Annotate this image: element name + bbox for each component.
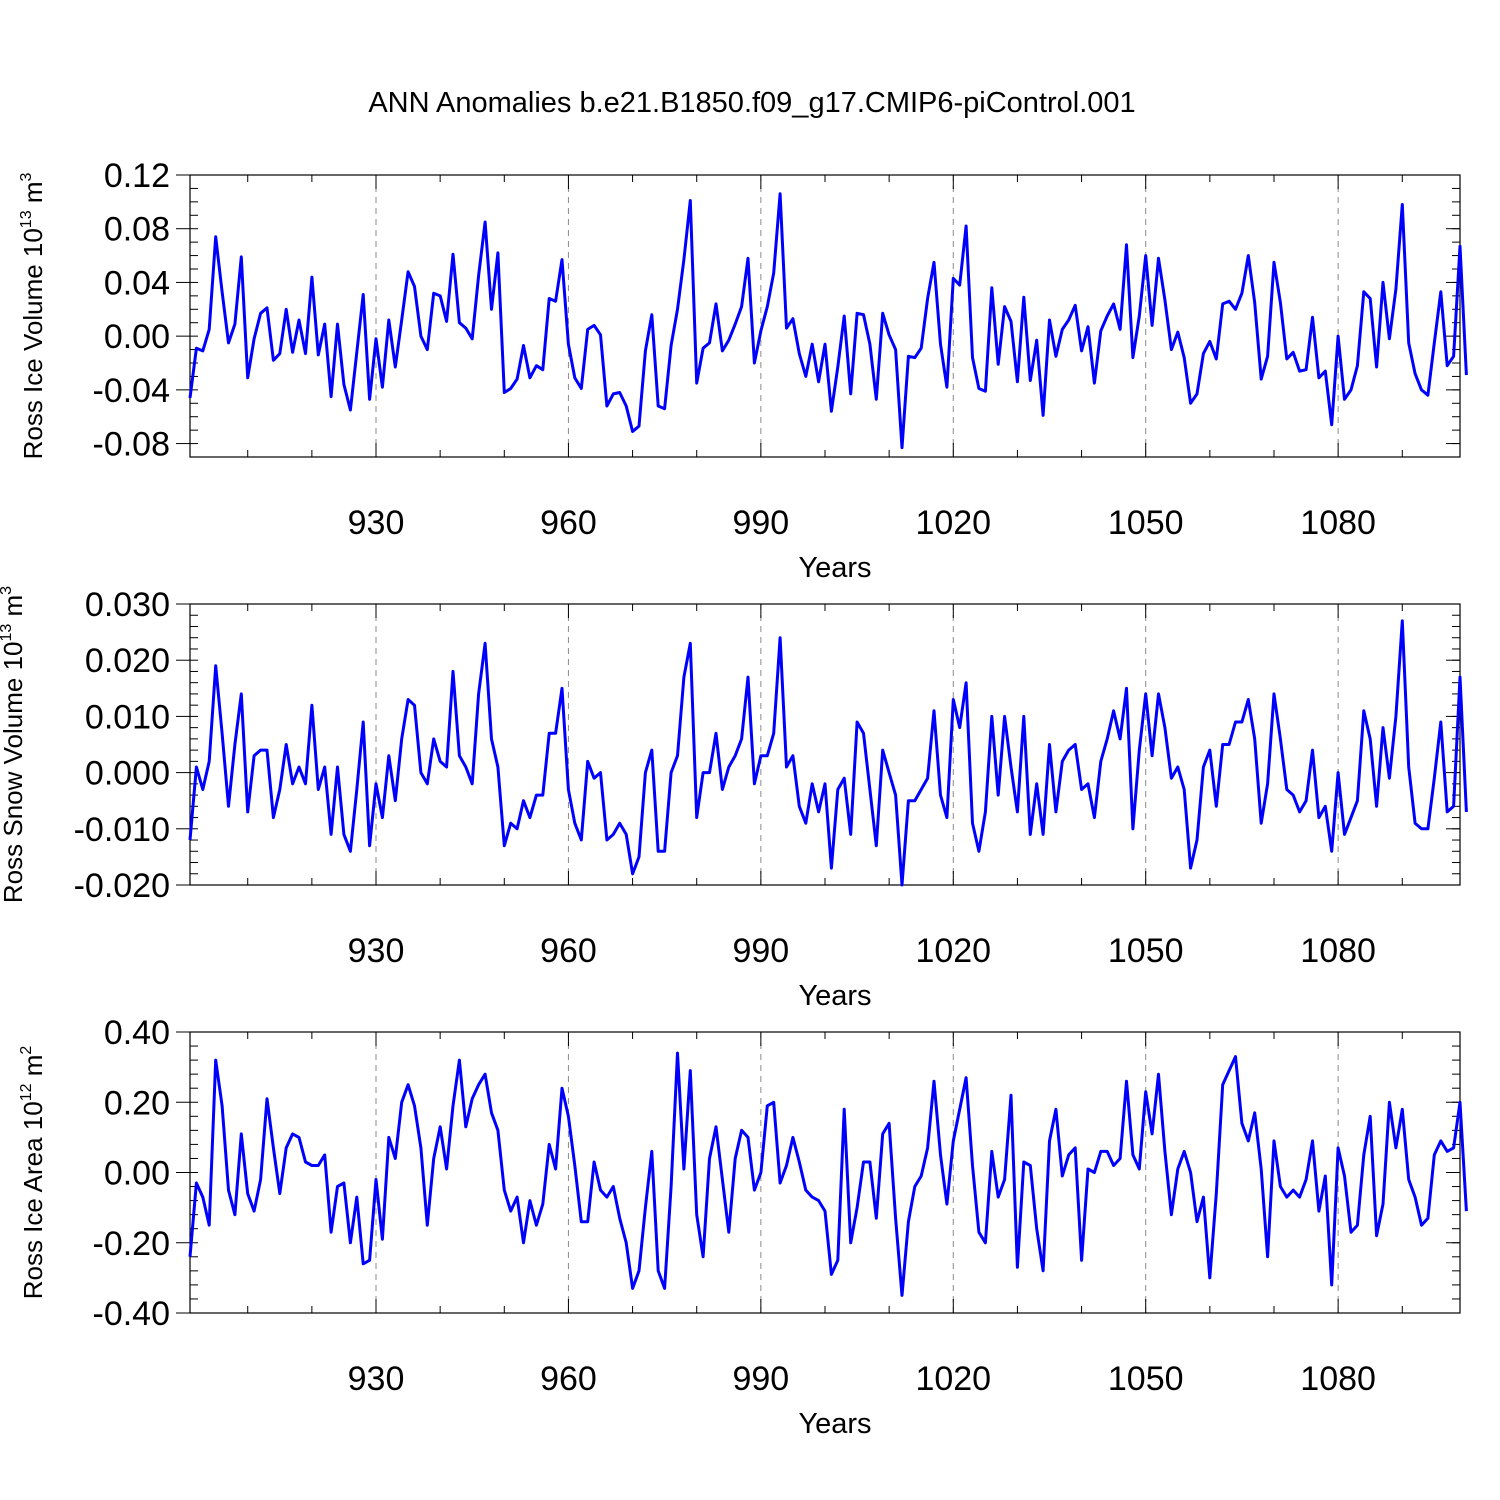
x-tick-label: 1050 [1108,932,1184,970]
y-axis-title: Ross Ice Volume 1013 m3 [18,172,48,459]
y-tick-label: 0.04 [104,264,170,302]
y-tick-label: -0.010 [74,811,170,849]
series-line-ice_area [188,1051,1468,1297]
y-axis-title-superscript: 12 [18,1083,35,1101]
panel-snow_volume: -0.020 -0.010 0.000 0.010 0.020 0.030 930 960 99… [0,586,1468,1012]
y-tick-label: -0.20 [93,1225,171,1263]
x-tick-label: 960 [540,932,597,970]
y-axis-title-part: Ross Ice Volume 10 [18,228,48,459]
y-tick-label: 0.020 [85,642,170,680]
plot-frame [189,1031,1461,1314]
y-tick-label: -0.020 [74,867,170,905]
x-tick-label: 960 [540,1360,597,1398]
x-tick-label: 1080 [1300,1360,1376,1398]
x-tick-label: 1020 [915,932,991,970]
x-axis-title: Years [798,1408,871,1440]
x-tick-label: 1020 [915,504,991,542]
panel-ice_area: -0.40 -0.20 0.00 0.20 0.40 930 960 990 1020 1050 1… [18,1014,1468,1440]
x-axis-title: Years [798,552,871,584]
y-axis-title-part: Ross Snow Volume 10 [0,642,28,904]
x-tick-label: 990 [732,932,789,970]
x-tick-label: 930 [348,1360,405,1398]
y-axis-title-part: m [18,1055,48,1084]
y-tick-label: 0.20 [104,1084,170,1122]
y-axis-title-superscript: 13 [18,210,35,228]
x-tick-label: 1020 [915,1360,991,1398]
y-tick-label: -0.40 [93,1295,171,1333]
panel-ice_volume: -0.08 -0.04 0.00 0.04 0.08 0.12 930 960 990 1020 1… [18,157,1468,584]
x-tick-label: 1050 [1108,1360,1184,1398]
y-axis-title-part: Ross Ice Area 10 [18,1101,48,1299]
figure-title: ANN Anomalies b.e21.B1850.f09_g17.CMIP6-… [368,87,1135,119]
x-tick-label: 1080 [1300,504,1376,542]
y-tick-label: -0.04 [93,372,171,410]
y-axis-title-part: m [18,181,48,210]
x-tick-label: 1050 [1108,504,1184,542]
y-tick-label: 0.08 [104,211,170,249]
y-tick-label: 0.12 [104,157,170,195]
y-axis-title: Ross Ice Area 1012 m2 [18,1046,48,1300]
series-line-snow_volume [188,619,1468,887]
x-tick-label: 930 [348,932,405,970]
series-line-ice_volume [188,192,1468,450]
y-tick-label: -0.08 [93,426,171,464]
x-tick-label: 960 [540,504,597,542]
y-axis-title-superscript: 2 [18,1046,35,1055]
y-tick-label: 0.030 [85,586,170,624]
x-tick-label: 930 [348,504,405,542]
y-axis-title-superscript: 13 [0,624,15,642]
y-axis-title-part: m [0,595,28,624]
y-tick-label: 0.40 [104,1014,170,1052]
x-tick-label: 990 [732,504,789,542]
y-axis-title: Ross Snow Volume 1013 m3 [0,586,28,903]
x-axis-title: Years [798,980,871,1012]
y-tick-label: 0.000 [85,755,170,793]
x-tick-label: 1080 [1300,932,1376,970]
y-axis-title-superscript: 3 [18,172,35,181]
x-tick-label: 990 [732,1360,789,1398]
y-tick-label: 0.010 [85,698,170,736]
y-axis-title-superscript: 3 [0,586,15,595]
y-tick-label: 0.00 [104,1155,170,1193]
y-tick-label: 0.00 [104,318,170,356]
